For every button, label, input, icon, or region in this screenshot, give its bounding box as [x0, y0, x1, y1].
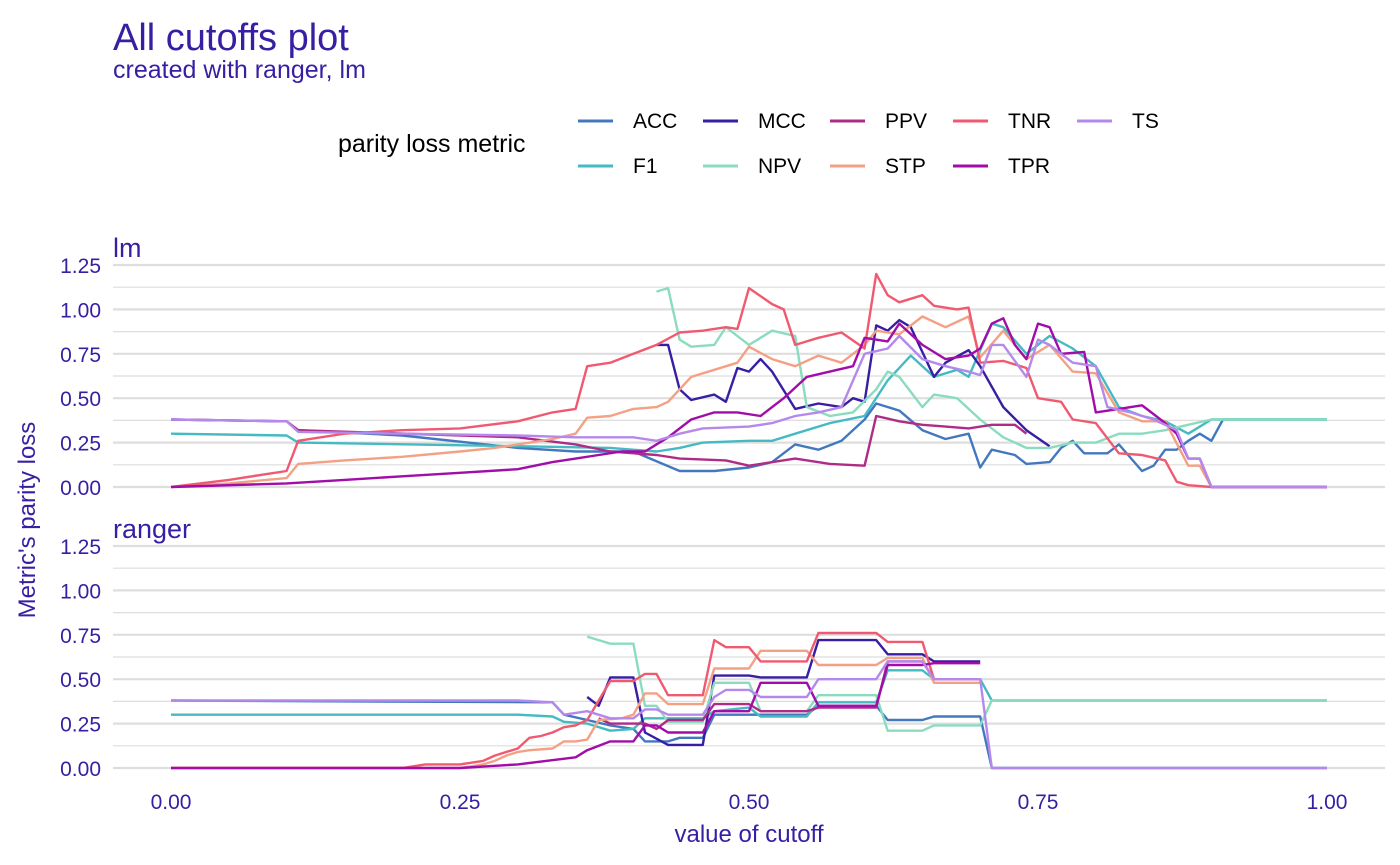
y-tick-label: 1.00 — [60, 580, 101, 603]
y-tick-label: 0.25 — [60, 714, 101, 737]
series-stp-lm — [170, 315, 1327, 489]
y-tick-label: 0.50 — [60, 669, 101, 692]
legend-title: parity loss metric — [338, 130, 526, 158]
y-tick-label: 0.75 — [60, 625, 101, 648]
x-tick-label: 0.25 — [440, 791, 481, 814]
panel-label-lm: lm — [113, 233, 142, 263]
series-ts-ranger — [171, 660, 1327, 770]
panel-label-ranger: ranger — [113, 514, 191, 544]
series-tnr-lm — [170, 272, 1327, 489]
legend-label-npv: NPV — [758, 155, 801, 178]
x-tick-label: 0.75 — [1018, 791, 1059, 814]
y-tick-label: 1.00 — [60, 299, 101, 322]
legend-label-mcc: MCC — [758, 110, 806, 133]
legend-item-ppv: PPV — [830, 110, 927, 133]
series-tnr-ranger — [171, 631, 981, 770]
legend-item-stp: STP — [830, 155, 926, 178]
series-stp-ranger — [171, 649, 981, 770]
legend-label-tpr: TPR — [1008, 155, 1050, 178]
y-tick-label: 0.75 — [60, 344, 101, 367]
legend-item-npv: NPV — [703, 155, 801, 178]
series-acc-lm — [170, 402, 1327, 473]
legend: ACC MCC PPV TNR TS F1 NPV STP TPR — [578, 110, 1159, 178]
legend-item-tpr: TPR — [953, 155, 1050, 178]
legend-item-ts: TS — [1077, 110, 1159, 133]
legend-label-ts: TS — [1132, 110, 1159, 133]
x-tick-label: 1.00 — [1307, 791, 1348, 814]
x-tick-label: 0.00 — [151, 791, 192, 814]
series-ppv-lm — [170, 414, 1028, 467]
y-tick-label: 0.00 — [60, 477, 101, 500]
y-tick-label: 1.25 — [60, 255, 101, 278]
y-tick-label: 1.25 — [60, 536, 101, 559]
legend-label-ppv: PPV — [885, 110, 927, 133]
panel-lm: 0.00 0.25 0.50 0.75 1.00 1.25 lm — [60, 233, 1385, 500]
chart-subtitle: created with ranger, lm — [113, 56, 366, 84]
legend-item-f1: F1 — [578, 155, 658, 178]
legend-label-f1: F1 — [633, 155, 658, 178]
plot-panels: 0.000.250.500.751.001.25lm0.000.250.500.… — [60, 233, 1385, 781]
chart-title: All cutoffs plot — [113, 17, 349, 59]
series-acc-ranger — [170, 699, 1327, 770]
y-axis-title: Metric's parity loss — [14, 422, 41, 619]
series-tpr-ranger — [171, 662, 981, 770]
series-npv-lm — [656, 286, 1327, 450]
legend-item-acc: ACC — [578, 110, 677, 133]
y-tick-label: 0.00 — [60, 758, 101, 781]
x-tick-label: 0.50 — [729, 791, 770, 814]
x-axis-title: value of cutoff — [675, 821, 824, 848]
legend-item-mcc: MCC — [703, 110, 806, 133]
y-tick-label: 0.25 — [60, 433, 101, 456]
series-ts-lm — [170, 334, 1327, 489]
legend-label-stp: STP — [885, 155, 926, 178]
series-mcc-ranger — [586, 638, 981, 747]
legend-item-tnr: TNR — [953, 110, 1051, 133]
y-tick-label: 0.50 — [60, 388, 101, 411]
series-mcc-lm — [656, 318, 1051, 448]
legend-label-tnr: TNR — [1008, 110, 1051, 133]
panel-ranger: 0.00 0.25 0.50 0.75 1.00 1.25 ranger — [60, 514, 1385, 781]
x-axis-ticks: 0.00 0.25 0.50 0.75 1.00 — [151, 791, 1348, 814]
legend-label-acc: ACC — [633, 110, 677, 133]
